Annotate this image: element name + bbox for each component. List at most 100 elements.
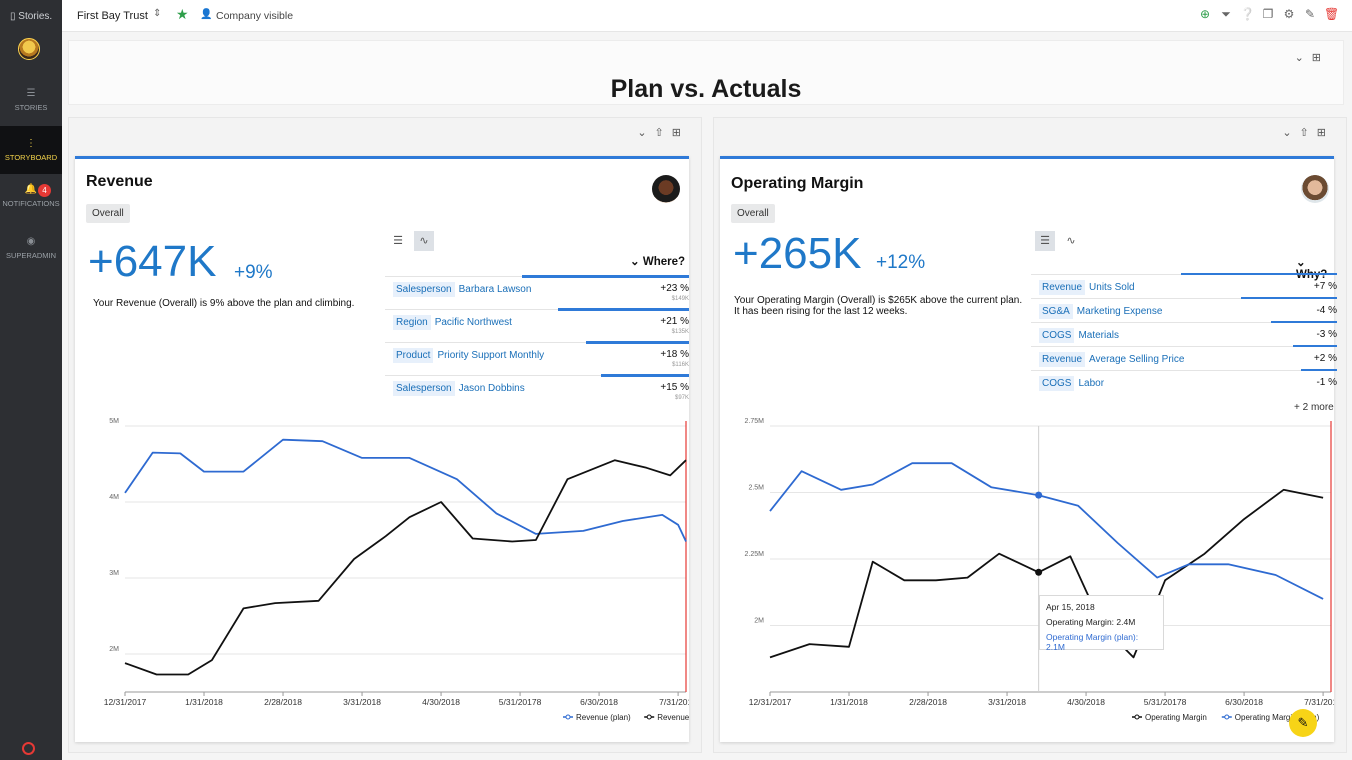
x-tick-label: 7/31/2018: [659, 697, 689, 707]
row-label: COGS Materials: [1039, 328, 1119, 343]
x-tick-label: 1/31/2018: [830, 697, 868, 707]
filter-icon[interactable]: ⏷: [1221, 7, 1231, 21]
x-tick-label: 7/31/2018: [1304, 697, 1334, 707]
dimension-tag: Product: [393, 348, 434, 363]
x-tick-label: 6/30/2018: [1225, 697, 1263, 707]
row-percent: +23 %: [660, 283, 689, 294]
sidebar-item-notifications[interactable]: 🔔 4 NOTIFICATIONS: [0, 184, 62, 232]
panel-controls[interactable]: ⌄⇧⊞: [1282, 127, 1334, 139]
sidebar-item-stories[interactable]: ☰ STORIES: [0, 88, 62, 136]
checklist-icon[interactable]: ☰: [393, 235, 403, 247]
row-subvalue: $97K: [674, 395, 689, 401]
row-percent: +2 %: [1313, 353, 1337, 364]
power-icon[interactable]: [22, 742, 35, 755]
row-label: Product Priority Support Monthly: [393, 348, 544, 363]
x-tick-label: 5/31/20178: [1144, 697, 1187, 707]
table-row[interactable]: Salesperson Barbara Lawson +23 % $149K: [385, 275, 689, 302]
sidebar-item-label: STORIES: [14, 103, 48, 112]
edit-fab-button[interactable]: ✎: [1289, 709, 1317, 737]
star-icon[interactable]: ★: [176, 6, 189, 22]
settings-icon[interactable]: ⚙: [1283, 7, 1295, 21]
sidebar-item-superadmin[interactable]: ◉ SUPERADMIN: [0, 236, 62, 284]
y-tick-label: 2.5M: [748, 485, 764, 492]
revenue-panel: ⌄⇧⊞ Revenue Overall +647K +9% Your Reven…: [68, 117, 702, 753]
y-tick-label: 3M: [109, 570, 119, 577]
row-bar: [1293, 345, 1337, 347]
row-subvalue: $116K: [672, 362, 689, 368]
y-tick-label: 2.75M: [745, 418, 765, 425]
table-row[interactable]: Product Priority Support Monthly +18 % $116…: [385, 341, 689, 368]
table-row[interactable]: Revenue Average Selling Price +2 %: [1031, 345, 1337, 370]
legend-label: Operating Margin: [1145, 713, 1207, 722]
x-tick-label: 6/30/2018: [580, 697, 618, 707]
pulse-icon[interactable]: ∿: [1066, 235, 1076, 247]
margin-panel: ⌄⇧⊞ Operating Margin Overall +265K +12% …: [713, 117, 1347, 753]
margin-card: Operating Margin Overall +265K +12% Your…: [720, 156, 1337, 742]
dimension-value[interactable]: Materials: [1078, 330, 1120, 341]
table-row[interactable]: COGS Materials -3 %: [1031, 321, 1337, 346]
visibility-label[interactable]: Company visible: [216, 10, 294, 22]
why-header[interactable]: ⌄ Why?: [1296, 257, 1328, 281]
edit-icon[interactable]: ✎: [1304, 7, 1316, 21]
overall-pill[interactable]: Overall: [731, 204, 775, 223]
dimension-tag: SG&A: [1039, 304, 1073, 319]
legend-label: Operating Margin (plan): [1235, 713, 1320, 722]
sidebar-item-storyboard[interactable]: ⋮ STORYBOARD: [0, 126, 62, 174]
y-tick-label: 2M: [109, 646, 119, 653]
delete-icon[interactable]: 🗑: [1324, 7, 1340, 21]
card-title: Revenue: [86, 173, 153, 190]
row-bar: [1181, 273, 1337, 275]
y-tick-label: 2M: [754, 618, 764, 625]
bell-icon: 🔔: [24, 184, 38, 195]
dimension-value[interactable]: Priority Support Monthly: [437, 350, 545, 361]
dimension-value[interactable]: Marketing Expense: [1076, 306, 1163, 317]
table-row[interactable]: Region Pacific Northwest +21 % $135K: [385, 308, 689, 335]
row-label: COGS Labor: [1039, 376, 1104, 391]
hover-point-plan: [1035, 491, 1043, 499]
page-title: Plan vs. Actuals: [610, 75, 802, 103]
dimension-value[interactable]: Average Selling Price: [1089, 354, 1185, 365]
dimension-value[interactable]: Jason Dobbins: [458, 383, 525, 394]
table-row[interactable]: Revenue Units Sold +7 %: [1031, 273, 1337, 298]
margin-chart: 2M 2.25M 2.5M 2.75M 12/31/2017 1/31/2018 2/28/…: [745, 418, 1334, 722]
sort-arrows-icon[interactable]: ⇕: [153, 8, 162, 19]
app-logo[interactable]: ▯ Stories.: [10, 11, 53, 22]
title-section: ⌄⊞ Plan vs. Actuals: [68, 40, 1344, 105]
pulse-icon[interactable]: ∿: [414, 231, 434, 251]
row-percent: -1 %: [1316, 377, 1337, 388]
section-controls[interactable]: ⌄⊞: [1294, 52, 1329, 64]
row-percent: -3 %: [1316, 329, 1337, 340]
x-tick-label: 2/28/2018: [909, 697, 947, 707]
dimension-value[interactable]: Labor: [1078, 378, 1105, 389]
dimension-value[interactable]: Barbara Lawson: [458, 284, 532, 295]
story-title[interactable]: First Bay Trust: [77, 10, 148, 22]
checklist-icon[interactable]: ☰: [1035, 231, 1055, 251]
panel-controls[interactable]: ⌄⇧⊞: [637, 127, 689, 139]
notification-badge: 4: [38, 184, 51, 197]
y-tick-label: 2.25M: [745, 551, 765, 558]
user-avatar[interactable]: [18, 38, 40, 60]
where-header[interactable]: ⌄ Where?: [630, 256, 686, 268]
table-row[interactable]: SG&A Marketing Expense -4 %: [1031, 297, 1337, 322]
dimension-tag: COGS: [1039, 328, 1075, 343]
row-subvalue: $135K: [671, 329, 689, 335]
shield-icon: ◉: [26, 236, 36, 247]
table-row[interactable]: COGS Labor -1 %: [1031, 369, 1337, 394]
dimension-tag: COGS: [1039, 376, 1075, 391]
add-icon[interactable]: ⊕: [1199, 7, 1211, 21]
dimension-value[interactable]: Pacific Northwest: [434, 317, 512, 328]
row-label: Region Pacific Northwest: [393, 315, 512, 330]
overall-pill[interactable]: Overall: [86, 204, 130, 223]
copy-icon[interactable]: ❐: [1262, 7, 1274, 21]
dimension-tag: Region: [393, 315, 431, 330]
more-button[interactable]: + 2 more: [1294, 402, 1334, 413]
series-line: [769, 462, 1324, 600]
row-label: Revenue Average Selling Price: [1039, 352, 1184, 367]
row-subvalue: $149K: [671, 296, 689, 302]
help-icon[interactable]: ❔: [1240, 7, 1255, 21]
x-tick-label: 5/31/20178: [499, 697, 542, 707]
table-row[interactable]: Salesperson Jason Dobbins +15 % $97K: [385, 374, 689, 401]
dimension-value[interactable]: Units Sold: [1089, 282, 1135, 293]
y-tick-label: 5M: [109, 418, 119, 425]
revenue-chart: 2M 3M 4M 5M 12/31/2017 1/31/2018 2/28/2018 3/31…: [104, 418, 689, 722]
